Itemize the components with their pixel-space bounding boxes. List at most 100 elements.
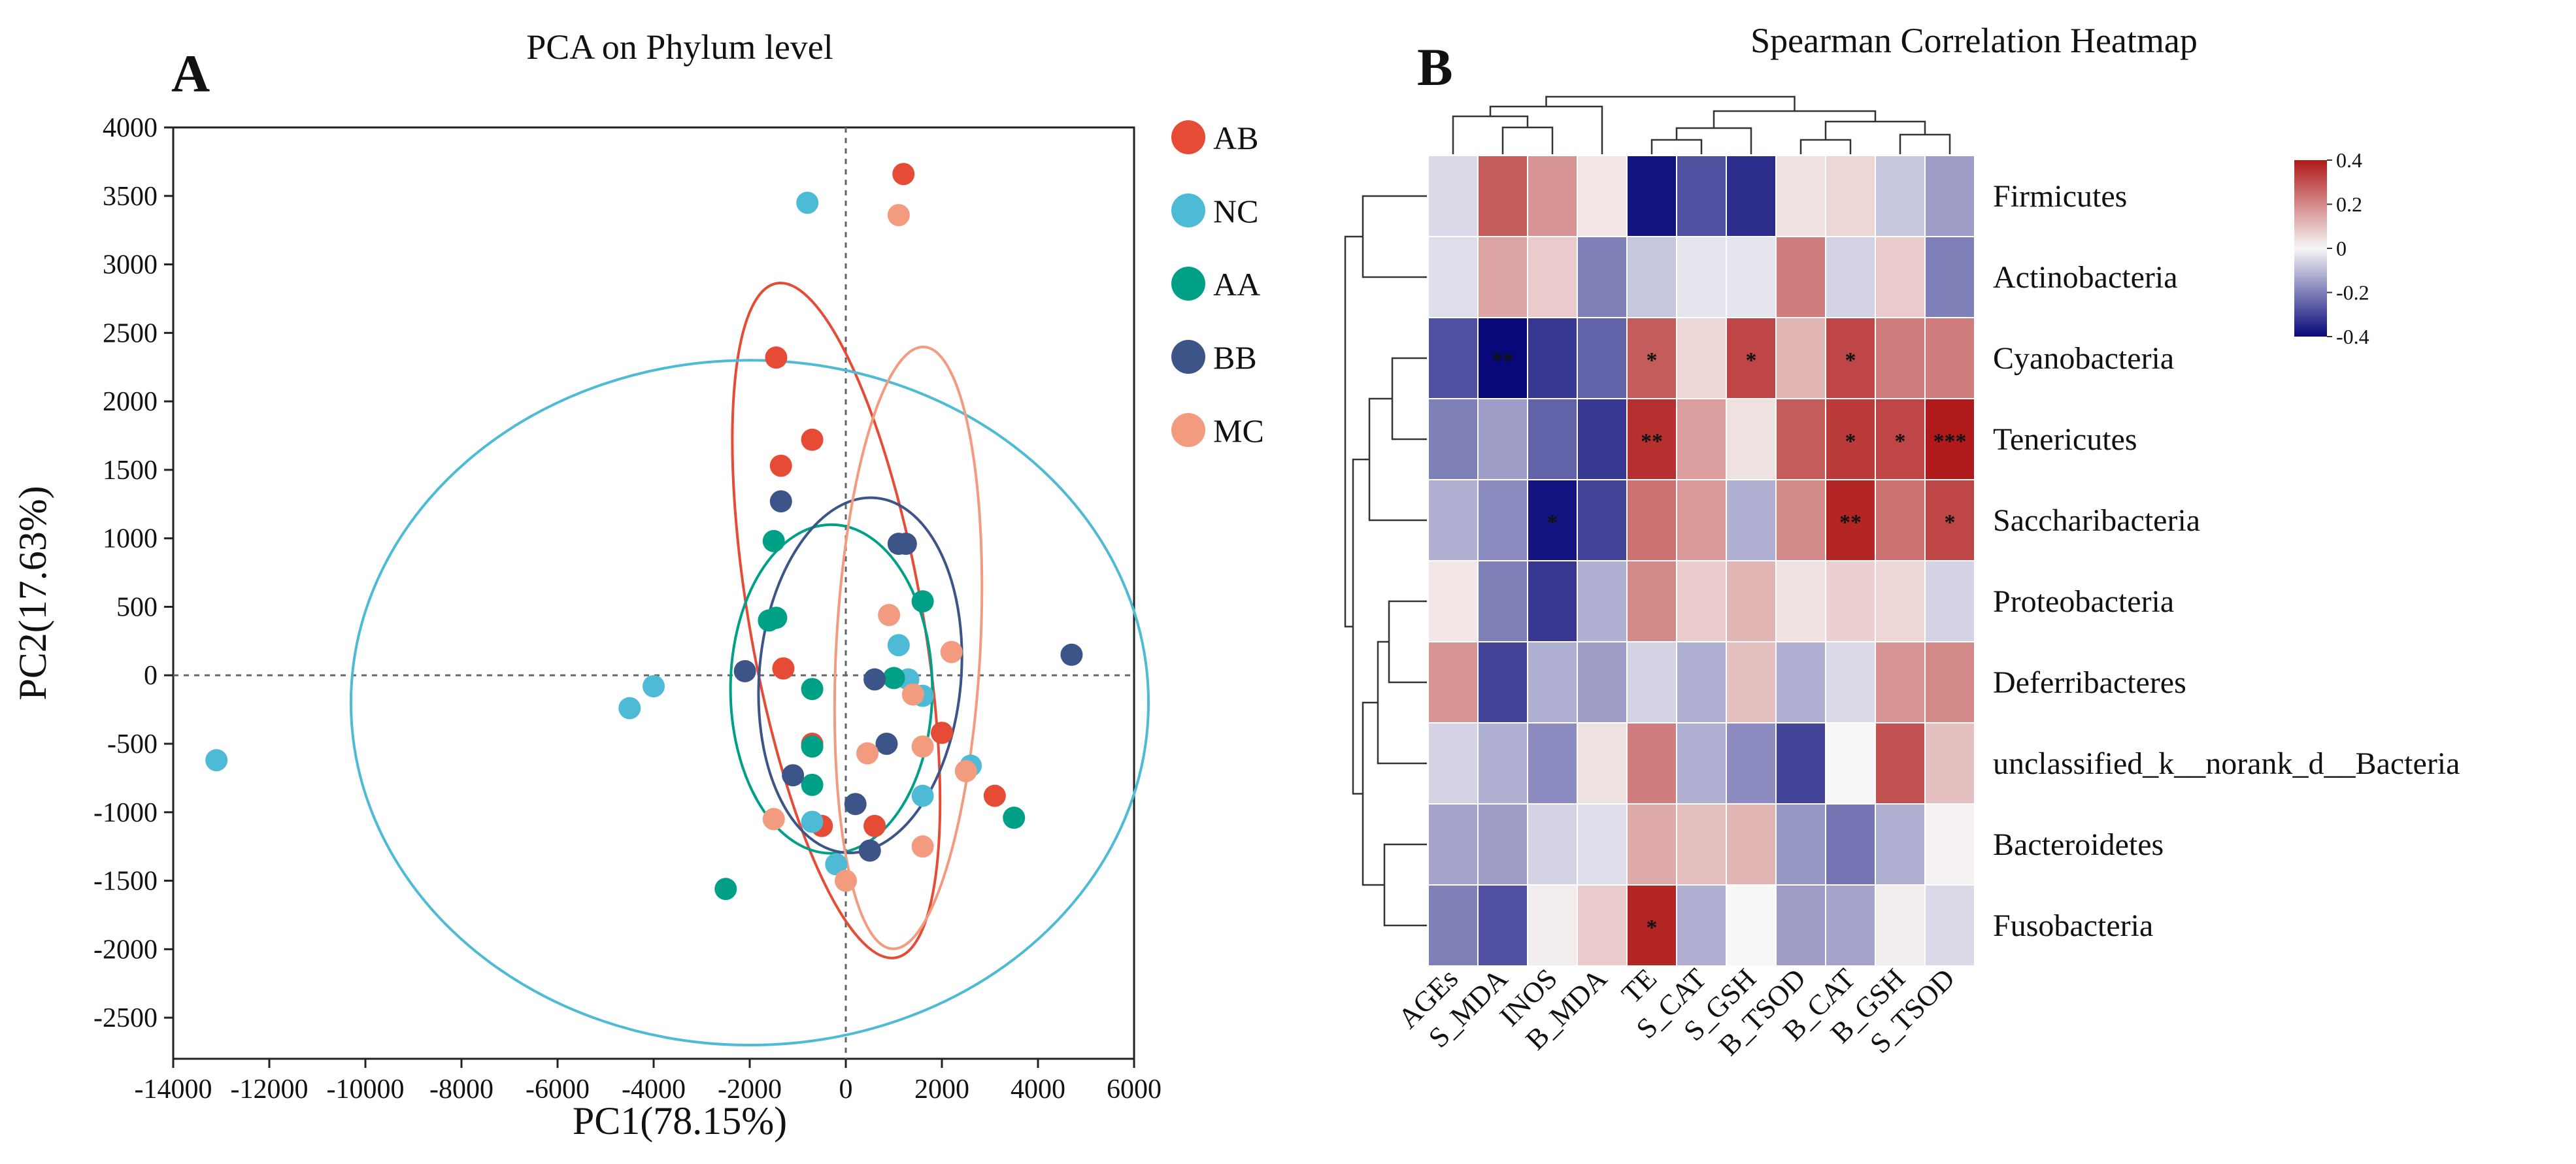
significance-marker: ** [1492, 348, 1514, 373]
heatmap-cell [1527, 722, 1578, 805]
heatmap-cell [1527, 803, 1578, 886]
y-tick-label: 2500 [103, 318, 158, 348]
heatmap-cell [1428, 641, 1479, 723]
confidence-ellipse-mc [833, 345, 984, 950]
column-dendrogram-branch [1799, 139, 1852, 154]
row-dendrogram-branch [1391, 357, 1427, 441]
heatmap-cell [1924, 236, 1975, 318]
y-tick-label: 0 [144, 661, 158, 691]
legend-marker-bb [1171, 340, 1205, 374]
pca-legend: AB NC AA BB MC [1171, 120, 1264, 449]
y-tick-label: -1500 [93, 867, 158, 897]
heatmap-cell [1924, 317, 1975, 399]
point-mc [835, 869, 857, 892]
pca-panel: A PCA on Phylum level PC1(78.15%) PC2(17… [11, 27, 1264, 1142]
x-tick-label: 4000 [1011, 1074, 1065, 1105]
heatmap-title: Spearman Correlation Heatmap [1750, 21, 2198, 60]
heatmap-cell [1477, 236, 1528, 318]
point-bb [863, 668, 886, 691]
heatmap-cell [1527, 155, 1578, 237]
heatmap-cell [1428, 317, 1479, 399]
heatmap-cell [1428, 155, 1479, 237]
confidence-ellipse-nc [349, 359, 1150, 1047]
heatmap-cell [1477, 317, 1528, 399]
heatmap-cell [1477, 803, 1528, 886]
heatmap-cell [1577, 722, 1628, 805]
point-aa [762, 529, 785, 552]
column-dendrogram-branch [1452, 115, 1529, 154]
significance-marker: * [1845, 429, 1856, 454]
heatmap-cell [1577, 641, 1628, 723]
colorbar-tick-label: 0.4 [2336, 148, 2362, 172]
heatmap-row-label: Bacteroidetes [1993, 827, 2164, 862]
heatmap-row-label: Fusobacteria [1993, 908, 2153, 943]
heatmap-cell [1775, 479, 1826, 561]
heatmap-cell [1577, 236, 1628, 318]
significance-marker: *** [1933, 429, 1967, 454]
point-nc [796, 191, 819, 214]
significance-marker: ** [1839, 510, 1862, 535]
heatmap-cell [1825, 317, 1876, 399]
point-mc [901, 683, 924, 706]
y-tick-label: 1500 [103, 456, 158, 486]
legend-marker-mc [1171, 413, 1205, 447]
heatmap-row-label: unclassified_k__norank_d__Bacteria [1993, 746, 2460, 781]
point-bb [875, 733, 898, 756]
heatmap-cell [1825, 884, 1876, 967]
heatmap-cell [1428, 803, 1479, 886]
point-bb [1060, 643, 1083, 666]
heatmap-cell [1775, 398, 1826, 480]
heatmap-cell [1577, 398, 1628, 480]
heatmap-cell [1676, 155, 1727, 237]
heatmap-row-label: Saccharibacteria [1993, 503, 2200, 538]
point-nc [801, 810, 824, 833]
point-nc [911, 784, 934, 807]
point-bb [858, 839, 881, 862]
point-bb [782, 764, 805, 787]
heatmap-cell [1825, 722, 1876, 805]
heatmap-cell [1875, 479, 1926, 561]
colorbar-tick-label: -0.2 [2336, 281, 2369, 305]
heatmap-cell [1775, 884, 1826, 967]
point-nc [825, 853, 848, 876]
heatmap-row-label: Actinobacteria [1993, 260, 2178, 295]
significance-marker: * [1547, 510, 1558, 535]
row-dendrogram-branch [1383, 843, 1427, 927]
heatmap-cell [1527, 641, 1578, 723]
colorbar-tick-label: -0.4 [2336, 325, 2369, 348]
legend-label-mc: MC [1213, 412, 1264, 449]
heatmap-cell [1577, 155, 1628, 237]
heatmap-cell [1676, 398, 1727, 480]
significance-marker: ** [1641, 429, 1663, 454]
point-mc [878, 604, 901, 627]
pca-plot-frame [172, 126, 1135, 1060]
column-dendrogram-branch [1489, 105, 1603, 154]
heatmap-cell [1875, 155, 1926, 237]
column-dendrogram [1452, 95, 1951, 154]
significance-marker: * [1647, 348, 1658, 373]
heatmap-cell [1775, 560, 1826, 642]
heatmap-cell [1626, 803, 1677, 886]
heatmap-cell [1875, 884, 1926, 967]
heatmap-cell [1477, 155, 1528, 237]
panel-a-letter: A [171, 44, 210, 103]
heatmap-cell [1626, 722, 1677, 805]
pca-y-axis-label: PC2(17.63%) [11, 486, 54, 700]
x-tick-label: 2000 [914, 1074, 969, 1105]
heatmap-cell [1428, 560, 1479, 642]
column-dendrogram-branch [1824, 120, 1926, 140]
heatmap-cell [1775, 722, 1826, 805]
point-mc [940, 640, 963, 663]
heatmap-colorbar: 0.4 0.2 0 -0.2 -0.4 [2294, 148, 2369, 348]
heatmap-cell [1477, 560, 1528, 642]
heatmap-cell [1924, 803, 1975, 886]
significance-marker: * [1895, 429, 1906, 454]
y-tick-label: -2000 [93, 935, 158, 965]
heatmap-cell [1676, 641, 1727, 723]
heatmap-cell [1726, 560, 1777, 642]
x-tick-label: 0 [839, 1074, 853, 1105]
heatmap-cell [1924, 560, 1975, 642]
point-aa [801, 735, 824, 758]
x-tick-label: 6000 [1107, 1074, 1162, 1105]
significance-marker: * [1746, 348, 1757, 373]
